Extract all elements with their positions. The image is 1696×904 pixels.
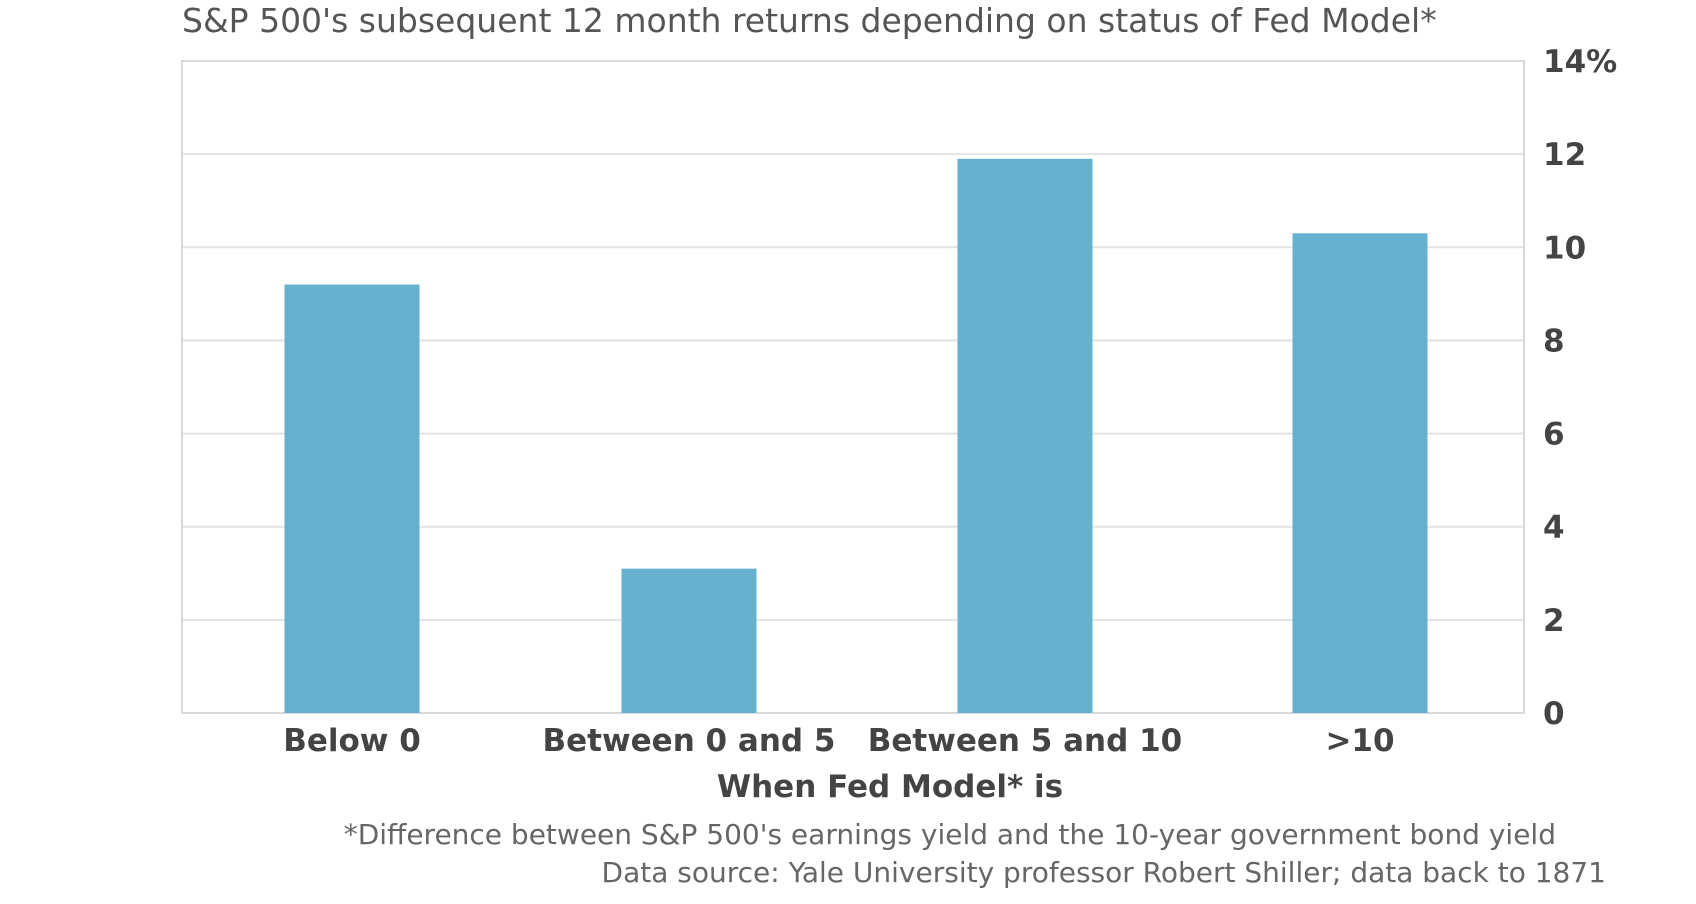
y-tick-label: 10 [1543, 230, 1586, 266]
bars [284, 158, 1428, 714]
x-category-label: >10 [1325, 723, 1394, 759]
bar [284, 284, 420, 713]
y-axis-tick-labels: 0 2 4 6 8 10 12 14% [1543, 44, 1617, 732]
bar [621, 568, 757, 713]
plot-frame [181, 60, 1525, 714]
y-tick-label: 0 [1543, 696, 1565, 732]
bar [957, 158, 1093, 714]
x-category-label: Between 0 and 5 [543, 723, 836, 759]
x-axis-label: When Fed Model* is [717, 769, 1063, 805]
x-axis-category-labels: Below 0 Between 0 and 5 Between 5 and 10 >1… [283, 723, 1394, 759]
y-tick-label: 8 [1543, 323, 1565, 359]
x-category-label: Between 5 and 10 [868, 723, 1183, 759]
bar [1292, 233, 1428, 714]
x-category-label: Below 0 [283, 723, 421, 759]
y-tick-label: 4 [1543, 510, 1565, 546]
y-tick-label: 2 [1543, 603, 1565, 639]
y-tick-label: 6 [1543, 417, 1565, 453]
chart-title: S&P 500's subsequent 12 month returns de… [182, 1, 1437, 40]
data-source-note: Data source: Yale University professor R… [602, 856, 1606, 889]
footnote: *Difference between S&P 500's earnings y… [344, 818, 1556, 851]
y-tick-label: 14% [1543, 44, 1617, 80]
y-tick-label: 12 [1543, 137, 1586, 173]
